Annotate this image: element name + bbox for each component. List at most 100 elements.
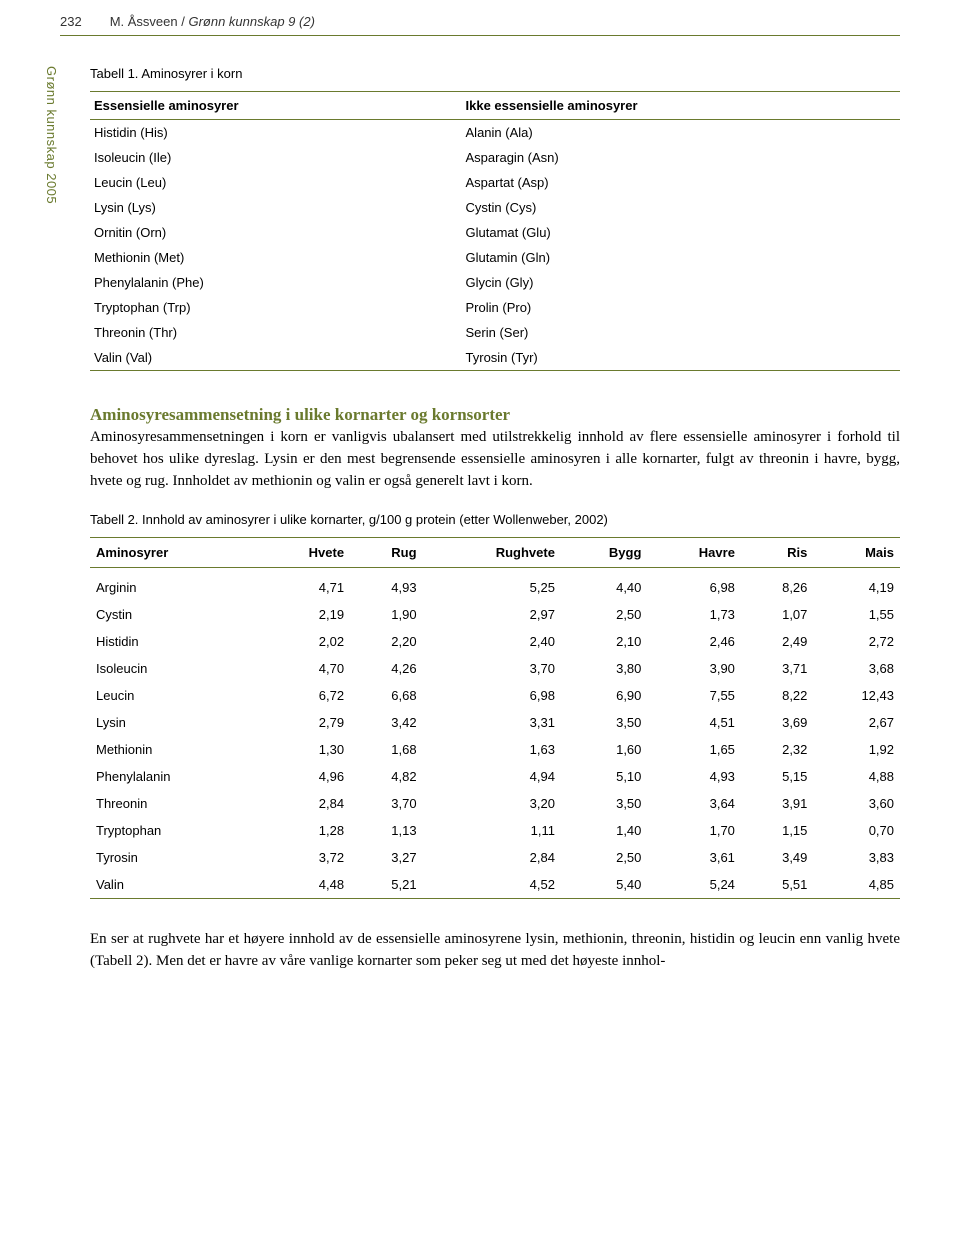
- running-header: 232 M. Åssveen / Grønn kunnskap 9 (2): [0, 0, 960, 33]
- table-cell: 3,80: [561, 655, 647, 682]
- table-cell: 3,50: [561, 790, 647, 817]
- body-paragraph-2: En ser at rughvete har et høyere innhold…: [90, 929, 900, 973]
- table-cell: 2,32: [741, 736, 813, 763]
- table-cell: 2,49: [741, 628, 813, 655]
- table-cell: Tyrosin: [90, 844, 258, 871]
- table-row: Lysin (Lys)Cystin (Cys): [90, 195, 900, 220]
- table-cell: Serin (Ser): [462, 320, 900, 345]
- table-cell: Isoleucin: [90, 655, 258, 682]
- table-cell: 3,69: [741, 709, 813, 736]
- table-cell: 3,64: [647, 790, 741, 817]
- table-cell: Histidin (His): [90, 120, 462, 146]
- table1-header-right: Ikke essensielle aminosyrer: [462, 92, 900, 120]
- table-cell: Arginin: [90, 568, 258, 602]
- table-cell: 6,68: [350, 682, 422, 709]
- table-cell: 4,93: [647, 763, 741, 790]
- table-cell: 6,90: [561, 682, 647, 709]
- table-cell: 1,70: [647, 817, 741, 844]
- table-header-cell: Bygg: [561, 538, 647, 568]
- table-cell: Phenylalanin: [90, 763, 258, 790]
- table-cell: 4,93: [350, 568, 422, 602]
- table-cell: 1,15: [741, 817, 813, 844]
- table-cell: 1,60: [561, 736, 647, 763]
- table-cell: 2,02: [258, 628, 350, 655]
- header-author: M. Åssveen: [110, 14, 178, 29]
- table-row: Tryptophan (Trp)Prolin (Pro): [90, 295, 900, 320]
- table-row: Ornitin (Orn)Glutamat (Glu): [90, 220, 900, 245]
- table-header-cell: Hvete: [258, 538, 350, 568]
- table-cell: 5,15: [741, 763, 813, 790]
- table-header-cell: Mais: [813, 538, 900, 568]
- table-header-cell: Rughvete: [423, 538, 561, 568]
- table-cell: 4,52: [423, 871, 561, 899]
- table-cell: 4,40: [561, 568, 647, 602]
- table-cell: 1,68: [350, 736, 422, 763]
- table-cell: 2,50: [561, 844, 647, 871]
- table-cell: 2,84: [423, 844, 561, 871]
- table-cell: Glutamat (Glu): [462, 220, 900, 245]
- margin-label: Grønn kunnskap 2005: [40, 66, 70, 973]
- table-cell: Tryptophan: [90, 817, 258, 844]
- table-cell: Tryptophan (Trp): [90, 295, 462, 320]
- table-cell: Glycin (Gly): [462, 270, 900, 295]
- table-cell: 5,25: [423, 568, 561, 602]
- table-row: Methionin1,301,681,631,601,652,321,92: [90, 736, 900, 763]
- table-row: Leucin6,726,686,986,907,558,2212,43: [90, 682, 900, 709]
- table-row: Tyrosin3,723,272,842,503,613,493,83: [90, 844, 900, 871]
- table-cell: 4,85: [813, 871, 900, 899]
- table-cell: 2,97: [423, 601, 561, 628]
- table-cell: 8,22: [741, 682, 813, 709]
- table-cell: Threonin (Thr): [90, 320, 462, 345]
- table-cell: Tyrosin (Tyr): [462, 345, 900, 371]
- table-cell: 4,48: [258, 871, 350, 899]
- table-cell: 6,98: [647, 568, 741, 602]
- table-cell: 3,27: [350, 844, 422, 871]
- table-cell: 1,63: [423, 736, 561, 763]
- table-cell: 5,21: [350, 871, 422, 899]
- table-cell: Leucin: [90, 682, 258, 709]
- table-row: Histidin2,022,202,402,102,462,492,72: [90, 628, 900, 655]
- table-cell: Cystin: [90, 601, 258, 628]
- table1-caption: Tabell 1. Aminosyrer i korn: [90, 66, 900, 81]
- table-cell: 2,46: [647, 628, 741, 655]
- table-cell: 4,94: [423, 763, 561, 790]
- table-cell: Asparagin (Asn): [462, 145, 900, 170]
- page-number: 232: [60, 14, 82, 29]
- table-cell: 3,72: [258, 844, 350, 871]
- table-cell: 4,71: [258, 568, 350, 602]
- table-cell: 5,24: [647, 871, 741, 899]
- table-cell: 5,51: [741, 871, 813, 899]
- table-row: Histidin (His)Alanin (Ala): [90, 120, 900, 146]
- table-row: Cystin2,191,902,972,501,731,071,55: [90, 601, 900, 628]
- table-cell: Methionin (Met): [90, 245, 462, 270]
- table-row: Phenylalanin4,964,824,945,104,935,154,88: [90, 763, 900, 790]
- table-header-cell: Aminosyrer: [90, 538, 258, 568]
- table-cell: 4,82: [350, 763, 422, 790]
- table-row: Valin4,485,214,525,405,245,514,85: [90, 871, 900, 899]
- table-cell: 2,10: [561, 628, 647, 655]
- table-cell: 3,70: [423, 655, 561, 682]
- table-cell: 2,79: [258, 709, 350, 736]
- table-row: Phenylalanin (Phe)Glycin (Gly): [90, 270, 900, 295]
- header-separator: /: [178, 14, 189, 29]
- table-cell: 8,26: [741, 568, 813, 602]
- table-header-cell: Ris: [741, 538, 813, 568]
- table-header-cell: Rug: [350, 538, 422, 568]
- table-cell: 1,73: [647, 601, 741, 628]
- table-cell: 3,60: [813, 790, 900, 817]
- table-row: Methionin (Met)Glutamin (Gln): [90, 245, 900, 270]
- table-amino-contents: AminosyrerHveteRugRughveteByggHavreRisMa…: [90, 537, 900, 899]
- table2-caption: Tabell 2. Innhold av aminosyrer i ulike …: [90, 512, 900, 527]
- table-cell: Threonin: [90, 790, 258, 817]
- table-cell: 3,49: [741, 844, 813, 871]
- table-cell: Prolin (Pro): [462, 295, 900, 320]
- table-cell: 3,71: [741, 655, 813, 682]
- table-cell: 0,70: [813, 817, 900, 844]
- margin-label-text: Grønn kunnskap 2005: [44, 66, 59, 204]
- table-row: Isoleucin (Ile)Asparagin (Asn): [90, 145, 900, 170]
- table-cell: Aspartat (Asp): [462, 170, 900, 195]
- table-cell: 3,91: [741, 790, 813, 817]
- table-cell: 1,40: [561, 817, 647, 844]
- table-cell: Isoleucin (Ile): [90, 145, 462, 170]
- table-cell: 1,11: [423, 817, 561, 844]
